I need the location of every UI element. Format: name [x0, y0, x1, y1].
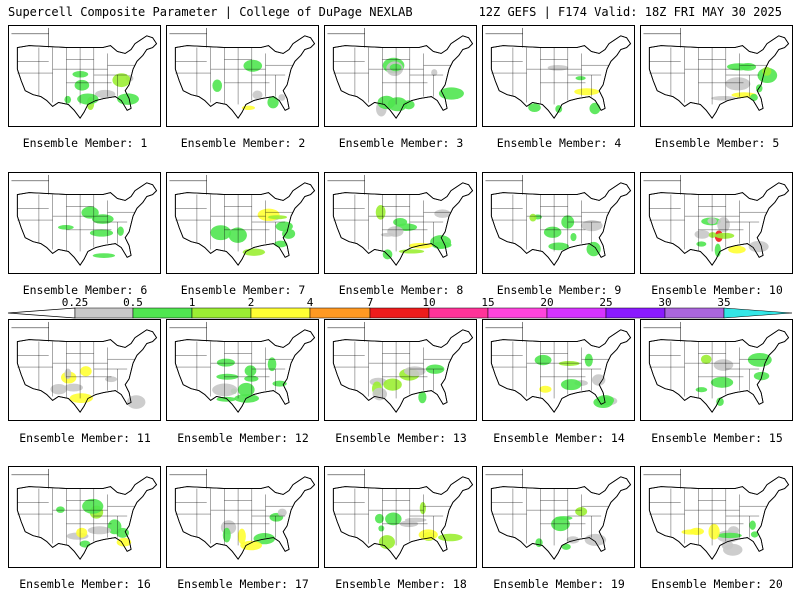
ensemble-member-label: Ensemble Member: 6	[22, 283, 148, 297]
ensemble-member-label: Ensemble Member: 19	[493, 577, 625, 591]
ensemble-member-label: Ensemble Member: 16	[19, 577, 151, 591]
colorbar-swatch	[132, 307, 193, 319]
ensemble-member-map	[640, 25, 793, 127]
ensemble-member-map	[166, 319, 319, 421]
ensemble-member-label: Ensemble Member: 12	[177, 431, 309, 445]
ensemble-member-label: Ensemble Member: 15	[651, 431, 783, 445]
ensemble-member-map	[324, 319, 477, 421]
colorbar-swatch	[191, 307, 252, 319]
color-scale-legend: 0.25 0.5 1 2 4 7 10 15 20 25 30 35	[7, 296, 793, 320]
ensemble-member-label: Ensemble Member: 9	[496, 283, 622, 297]
colorbar-tick-label: 30	[658, 296, 672, 309]
colorbar-tick-label: 0.5	[123, 296, 143, 309]
ensemble-member-label: Ensemble Member: 2	[180, 136, 306, 150]
ensemble-member-label: Ensemble Member: 20	[651, 577, 783, 591]
colorbar-tick-label: 35	[717, 296, 731, 309]
colorbar-tick-label: 20	[540, 296, 554, 309]
ensemble-member-label: Ensemble Member: 3	[338, 136, 464, 150]
valid-time: 12Z GEFS | F174 Valid: 18Z FRI MAY 30 20…	[478, 5, 782, 19]
ensemble-member-map	[8, 466, 161, 568]
ensemble-member-map	[8, 172, 161, 274]
ensemble-member-map	[482, 319, 635, 421]
colorbar-tick-label: 4	[306, 296, 314, 309]
colorbar-tick-label: 0.25	[61, 296, 89, 309]
colorbar-swatch	[664, 307, 725, 319]
map-title: Supercell Composite Parameter | College …	[8, 5, 413, 19]
ensemble-member-label: Ensemble Member: 10	[651, 283, 783, 297]
colorbar-swatch	[74, 307, 134, 319]
ensemble-member-map	[166, 25, 319, 127]
colorbar-min-arrow	[7, 307, 76, 319]
colorbar-swatch	[605, 307, 666, 319]
colorbar-swatch	[250, 307, 311, 319]
ensemble-member-map	[324, 25, 477, 127]
colorbar-swatch	[428, 307, 489, 319]
ensemble-member-label: Ensemble Member: 7	[180, 283, 306, 297]
ensemble-member-label: Ensemble Member: 1	[22, 136, 148, 150]
colorbar-tick-label: 7	[366, 296, 374, 309]
ensemble-member-map	[640, 319, 793, 421]
ensemble-member-label: Ensemble Member: 14	[493, 431, 625, 445]
colorbar-tick-label: 10	[422, 296, 436, 309]
colorbar-tick-label: 1	[188, 296, 196, 309]
ensemble-member-map	[482, 466, 635, 568]
colorbar-swatch	[723, 307, 793, 319]
colorbar-swatch	[487, 307, 548, 319]
ensemble-member-map	[640, 172, 793, 274]
ensemble-member-map	[324, 172, 477, 274]
ensemble-member-map	[8, 319, 161, 421]
colorbar-tick-label: 25	[599, 296, 613, 309]
ensemble-member-map	[482, 25, 635, 127]
ensemble-member-label: Ensemble Member: 4	[496, 136, 622, 150]
colorbar-swatch	[369, 307, 430, 319]
ensemble-member-label: Ensemble Member: 5	[654, 136, 780, 150]
ensemble-member-map	[640, 466, 793, 568]
ensemble-member-map	[482, 172, 635, 274]
ensemble-member-map	[8, 25, 161, 127]
colorbar-tick-label: 2	[247, 296, 255, 309]
ensemble-member-map	[324, 466, 477, 568]
ensemble-member-map	[166, 172, 319, 274]
ensemble-member-label: Ensemble Member: 18	[335, 577, 467, 591]
colorbar-tick-label: 15	[481, 296, 495, 309]
ensemble-member-map	[166, 466, 319, 568]
colorbar-swatch	[309, 307, 371, 319]
ensemble-member-label: Ensemble Member: 17	[177, 577, 309, 591]
ensemble-member-label: Ensemble Member: 8	[338, 283, 464, 297]
colorbar-swatch	[546, 307, 607, 319]
ensemble-member-label: Ensemble Member: 13	[335, 431, 467, 445]
ensemble-member-label: Ensemble Member: 11	[19, 431, 151, 445]
